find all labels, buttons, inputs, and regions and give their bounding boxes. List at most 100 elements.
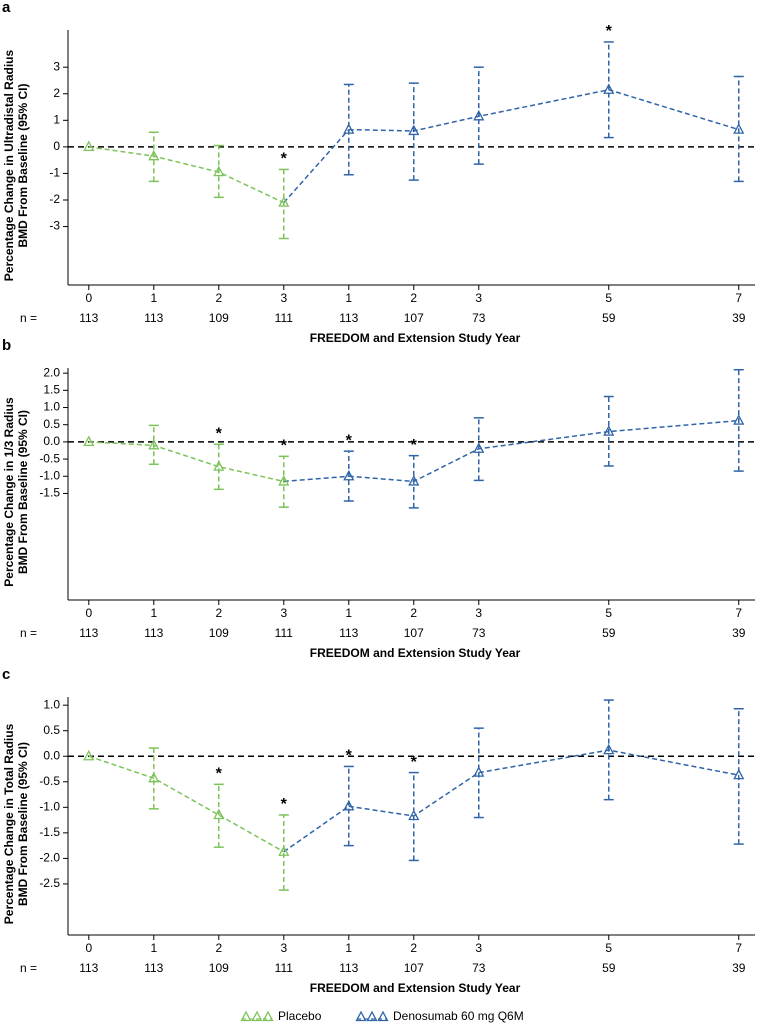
x-tick-label: 2 [410, 941, 417, 955]
n-count: 39 [732, 961, 746, 975]
series-line [348, 88, 739, 132]
y-tick-label: -1.0 [39, 468, 60, 482]
y-tick-label: 2.0 [43, 365, 60, 379]
data-point [408, 475, 420, 486]
data-point [278, 196, 290, 207]
y-axis-title: Percentage Change in Total Radius [2, 723, 16, 924]
n-count: 39 [732, 311, 746, 325]
legend-symbol [366, 1010, 378, 1022]
significance-marker: * [281, 151, 288, 168]
data-point [473, 766, 485, 777]
panel-label: a [2, 0, 11, 16]
data-point [473, 109, 485, 121]
data-point [733, 414, 745, 425]
data-point [83, 749, 95, 761]
series-line [88, 755, 285, 853]
x-tick-label: 0 [85, 941, 92, 955]
n-count: 113 [79, 311, 98, 325]
x-tick-label: 0 [85, 291, 92, 305]
n-count: 59 [602, 311, 616, 325]
legend-symbol [377, 1010, 389, 1022]
data-point [473, 442, 485, 453]
x-tick-label: 5 [605, 941, 612, 955]
n-count: 113 [79, 626, 98, 640]
x-tick-label: 1 [150, 941, 157, 955]
x-tick-label: 7 [735, 941, 742, 955]
y-tick-label: -1.5 [39, 825, 60, 839]
series-connector [283, 129, 350, 204]
y-tick-label: 1.5 [43, 383, 60, 397]
n-count: 109 [209, 961, 229, 975]
significance-marker: * [606, 23, 613, 40]
n-count: 73 [472, 626, 486, 640]
n-count: 113 [144, 961, 163, 975]
data-point [213, 460, 225, 471]
y-tick-label: 3 [53, 59, 60, 73]
significance-marker: * [346, 748, 353, 765]
x-tick-label: 3 [475, 941, 482, 955]
y-tick-label: 1.0 [43, 400, 60, 414]
x-tick-label: 1 [345, 606, 352, 620]
n-count: 113 [339, 311, 358, 325]
panel-label: b [2, 337, 11, 354]
data-point [343, 469, 355, 481]
n-label: n = [20, 311, 37, 325]
significance-marker: * [216, 766, 223, 783]
n-count: 109 [209, 626, 229, 640]
data-point [278, 475, 290, 486]
n-count: 111 [275, 626, 294, 640]
x-axis-title: FREEDOM and Extension Study Year [310, 331, 521, 345]
x-tick-label: 1 [345, 941, 352, 955]
y-tick-label: 0.5 [43, 723, 60, 737]
error-bar [408, 454, 419, 509]
error-bar [603, 41, 614, 139]
significance-marker: * [346, 432, 353, 449]
data-point [603, 83, 615, 94]
series-line [348, 419, 739, 483]
x-tick-label: 3 [280, 606, 287, 620]
error-bar [148, 747, 159, 810]
x-tick-label: 2 [215, 291, 222, 305]
error-bar [343, 450, 354, 502]
error-bar [213, 783, 224, 848]
significance-marker: * [216, 426, 223, 443]
y-tick-label: 0.5 [43, 417, 60, 431]
legend-symbol [355, 1010, 367, 1022]
y-tick-label: 1 [53, 112, 60, 126]
error-bar [278, 455, 289, 508]
n-count: 113 [144, 626, 163, 640]
data-point [148, 771, 160, 783]
significance-marker: * [411, 437, 418, 454]
data-point [213, 808, 225, 820]
y-axis-title: BMD From Baseline (95% CI) [16, 410, 30, 574]
error-bar [473, 727, 484, 819]
legend-symbol [251, 1010, 263, 1022]
n-count: 73 [472, 961, 486, 975]
x-tick-label: 3 [280, 941, 287, 955]
panel-label: c [2, 666, 10, 683]
n-count: 107 [404, 626, 424, 640]
n-count: 111 [275, 311, 294, 325]
error-bar [343, 765, 354, 847]
series-connector [283, 805, 350, 853]
series-line [348, 749, 739, 817]
y-tick-label: -1 [49, 166, 60, 180]
x-axis-title: FREEDOM and Extension Study Year [310, 646, 521, 660]
x-tick-label: 2 [410, 606, 417, 620]
y-axis-title: BMD From Baseline (95% CI) [16, 742, 30, 906]
error-bar [733, 75, 744, 183]
x-tick-label: 7 [735, 606, 742, 620]
error-bar [473, 66, 484, 165]
error-bar [213, 144, 224, 199]
y-tick-label: -2.5 [39, 876, 60, 890]
y-tick-label: -0.5 [39, 774, 60, 788]
data-point [603, 743, 615, 755]
series-connector [283, 475, 349, 483]
n-count: 107 [404, 961, 424, 975]
significance-marker: * [411, 754, 418, 771]
n-count: 39 [732, 626, 746, 640]
data-point [733, 768, 745, 780]
error-bar [408, 82, 419, 181]
error-bar [213, 443, 224, 491]
legend-symbol [240, 1010, 252, 1022]
